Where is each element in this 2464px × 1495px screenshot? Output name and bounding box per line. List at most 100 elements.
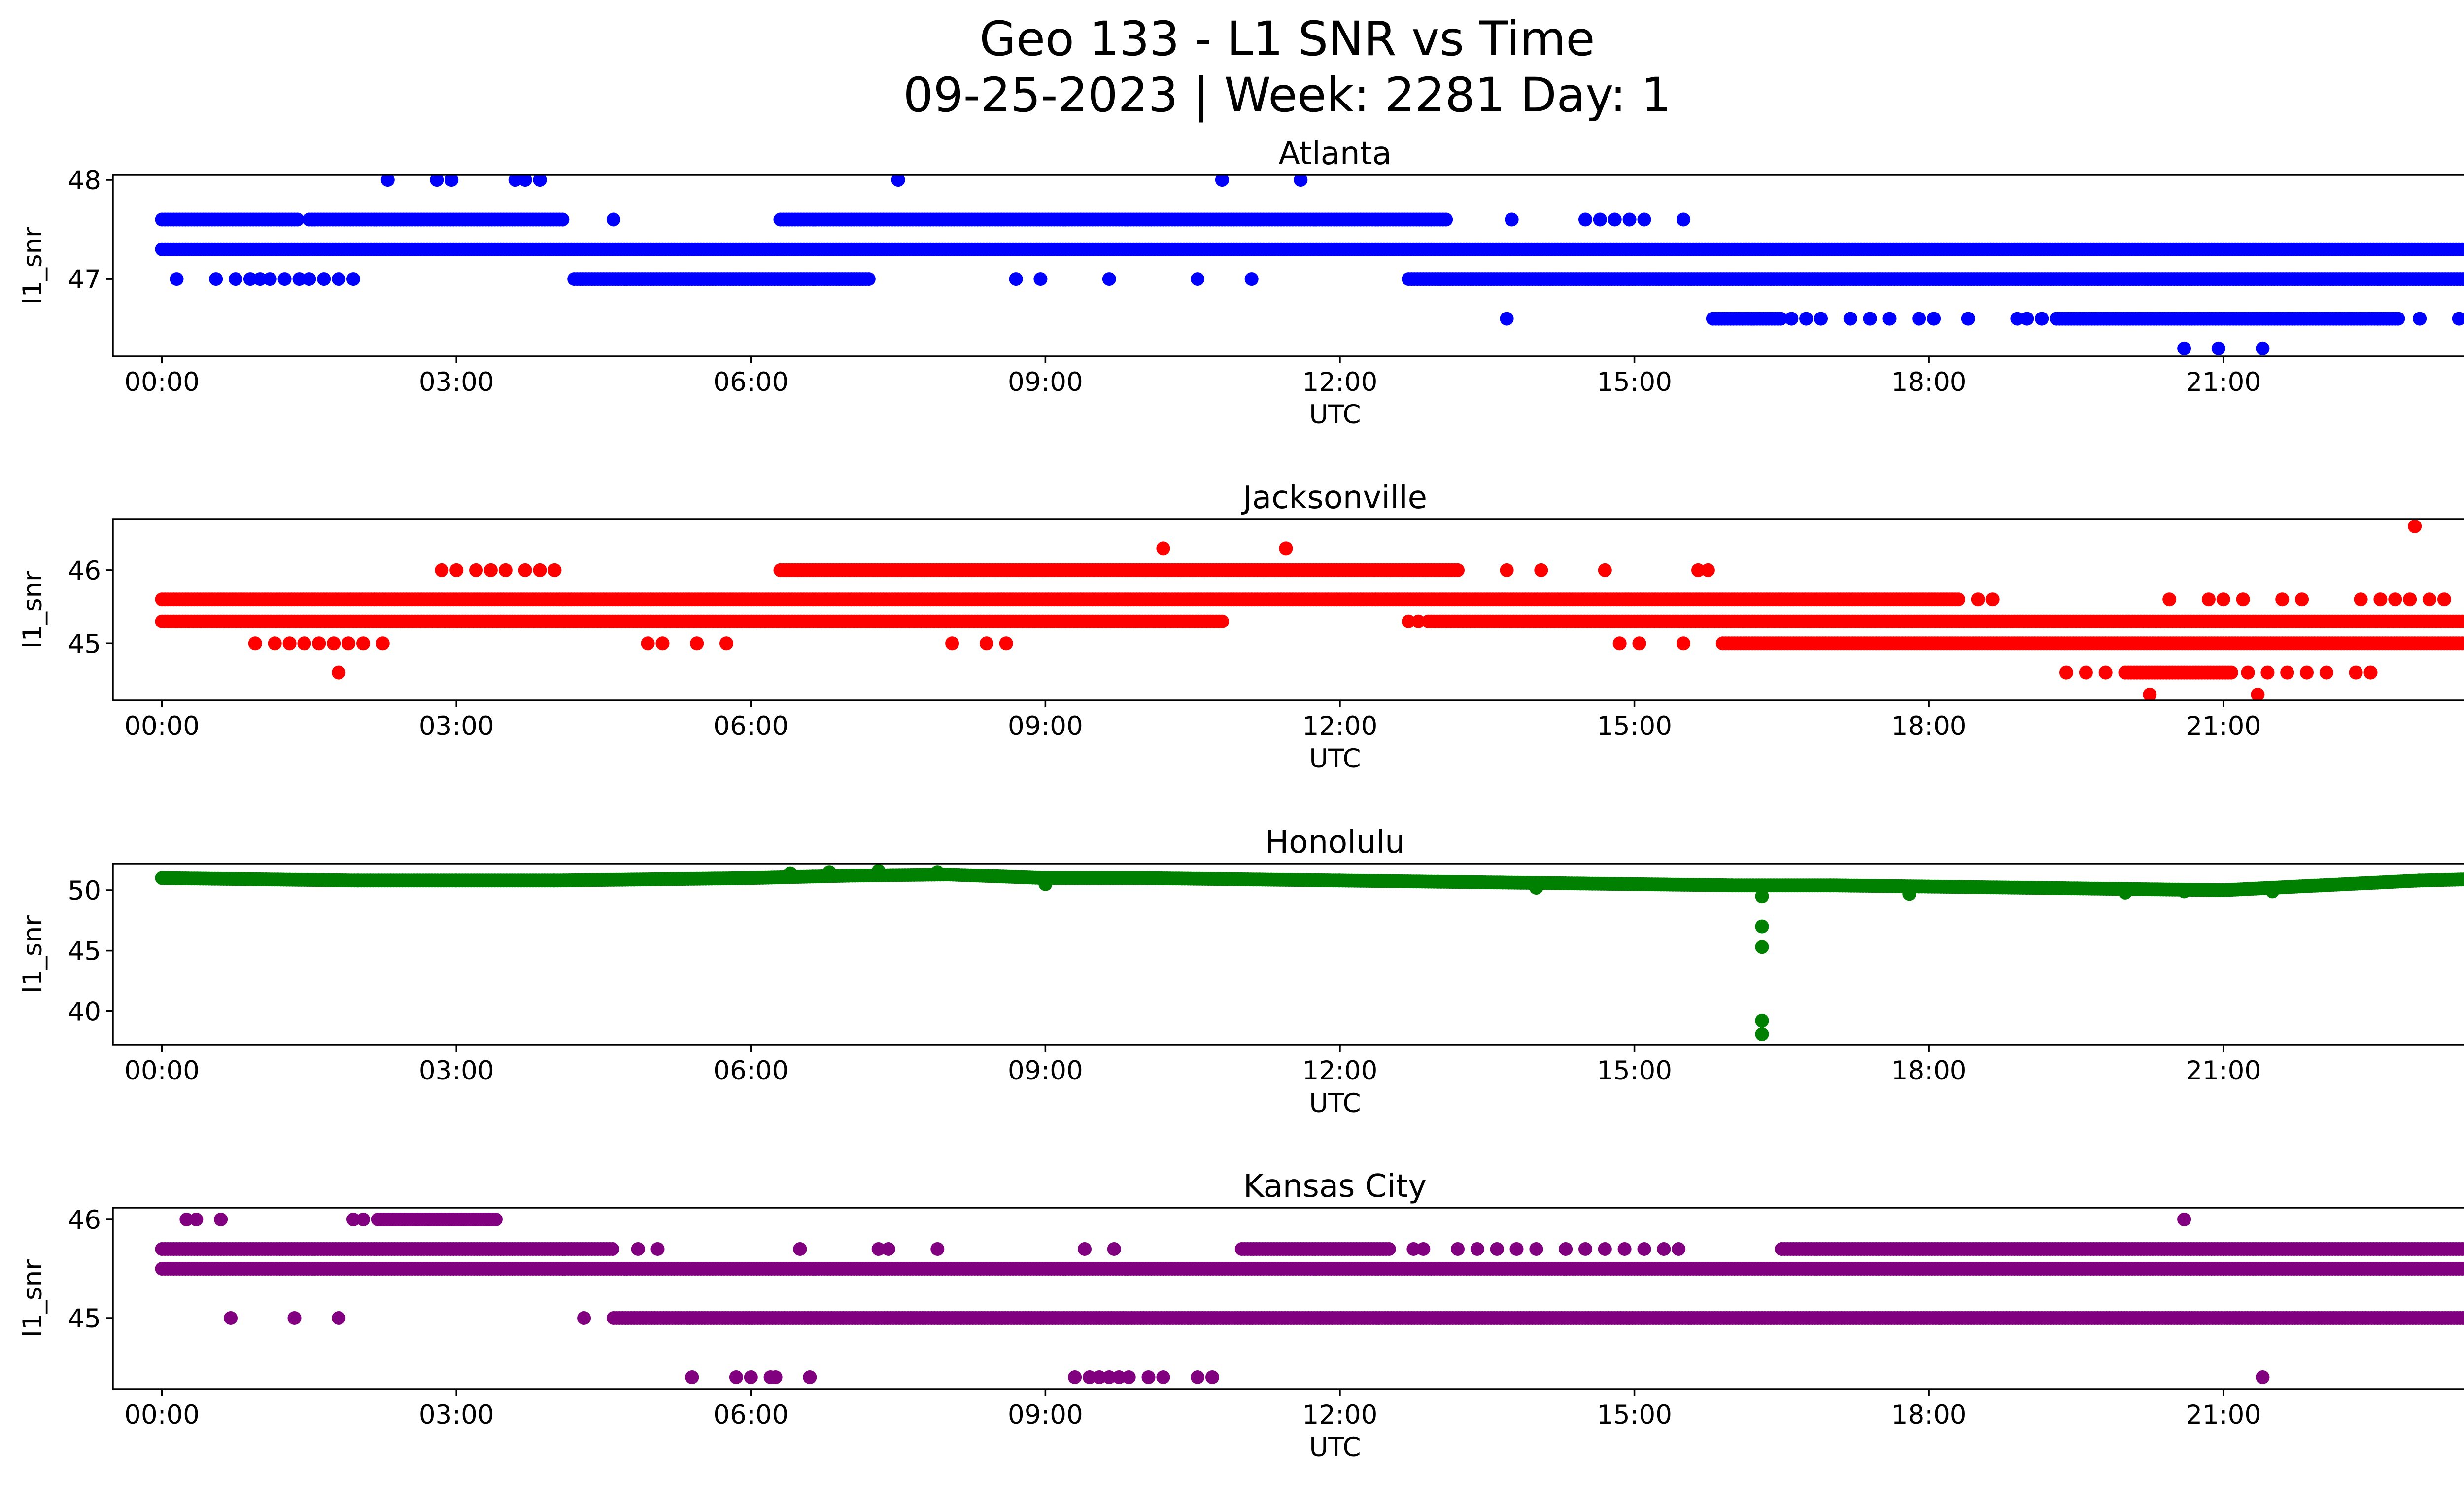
data-point: [2452, 312, 2464, 326]
subplot-title: Jacksonville: [1241, 480, 1427, 516]
data-point: [1598, 563, 1612, 577]
data-point: [1799, 312, 1814, 326]
data-point: [483, 563, 498, 577]
data-point: [2079, 665, 2093, 680]
data-point: [498, 563, 513, 577]
data-point: [2460, 873, 2464, 886]
data-point: [229, 272, 242, 286]
data-point: [332, 665, 346, 680]
data-point: [1691, 563, 1705, 577]
x-tick-label: 15:00: [1597, 1056, 1672, 1086]
data-point: [380, 175, 395, 187]
data-point: [1534, 563, 1548, 577]
y-tick-label: 46: [68, 556, 101, 586]
data-point: [332, 272, 346, 286]
data-point: [2256, 341, 2270, 355]
data-point: [2349, 665, 2363, 680]
data-point: [1505, 212, 1519, 227]
data-point: [1439, 212, 1453, 227]
data-point: [2177, 884, 2191, 899]
data-point: [1402, 614, 1416, 628]
data-point: [690, 636, 704, 651]
data-point: [822, 865, 837, 879]
x-tick-label: 18:00: [1891, 711, 1967, 741]
data-point: [871, 864, 886, 878]
x-tick-label: 15:00: [1597, 367, 1672, 397]
data-point: [277, 272, 292, 286]
data-point: [2280, 665, 2294, 680]
data-point: [2403, 592, 2417, 607]
data-point: [346, 272, 360, 286]
data-point: [1451, 563, 1465, 577]
data-point: [1637, 212, 1651, 227]
data-point: [2224, 665, 2238, 680]
data-point: [999, 636, 1013, 651]
data-point: [783, 866, 797, 880]
data-point: [2035, 312, 2049, 326]
data-point: [469, 563, 483, 577]
x-tick-label: 21:00: [2186, 711, 2261, 741]
data-point: [1985, 592, 2000, 607]
x-tick-label: 12:00: [1302, 367, 1378, 397]
data-point: [1279, 541, 1293, 556]
x-tick-label: 15:00: [1597, 711, 1672, 741]
y-axis-label: l1_snr: [18, 571, 48, 649]
data-point: [2461, 616, 2464, 627]
x-axis-label: UTC: [1309, 400, 1361, 430]
data-point: [518, 175, 532, 187]
data-point: [1215, 614, 1229, 628]
y-tick-label: 45: [68, 937, 101, 967]
data-point: [1033, 272, 1048, 286]
y-axis-label: l1_snr: [18, 227, 48, 305]
data-point: [2388, 592, 2402, 607]
data-point: [2059, 665, 2073, 680]
data-point: [518, 563, 532, 577]
data-point: [1411, 614, 1426, 628]
data-point: [268, 636, 282, 651]
scatter-points: [155, 519, 2464, 700]
data-point: [2143, 688, 2157, 700]
y-tick-label: 40: [68, 997, 101, 1027]
data-point: [891, 175, 905, 187]
data-point: [1215, 175, 1229, 187]
data-point: [655, 636, 670, 651]
data-point: [1612, 636, 1627, 651]
data-point: [1927, 312, 1941, 326]
data-point: [342, 636, 356, 651]
x-tick-label: 06:00: [713, 711, 788, 741]
data-point: [2216, 592, 2230, 607]
data-point: [376, 636, 390, 651]
figure-title-line-2: 09-25-2023 | Week: 2281 Day: 1: [903, 68, 1672, 123]
data-point: [1038, 877, 1053, 891]
data-point: [282, 636, 297, 651]
data-point: [548, 563, 562, 577]
data-point: [1009, 272, 1023, 286]
x-tick-label: 03:00: [419, 367, 494, 397]
x-tick-label: 18:00: [1891, 1056, 1967, 1086]
data-point: [1814, 312, 1828, 326]
data-point: [1863, 312, 1877, 326]
data-point: [2423, 592, 2436, 607]
x-tick-label: 12:00: [1302, 1056, 1378, 1086]
subplot-title: Atlanta: [1278, 136, 1392, 172]
x-tick-label: 09:00: [1008, 711, 1083, 741]
data-point: [641, 636, 655, 651]
data-point: [2461, 243, 2464, 255]
x-tick-label: 06:00: [713, 367, 788, 397]
data-point: [1902, 887, 1916, 901]
data-point: [449, 563, 464, 577]
data-point: [2408, 519, 2422, 533]
data-point: [312, 636, 326, 651]
subplot-title: Kansas City: [1243, 1168, 1427, 1205]
data-point: [2295, 592, 2309, 607]
data-point: [1755, 940, 1769, 954]
data-point: [1294, 175, 1308, 187]
y-tick-label: 48: [68, 166, 101, 196]
data-point: [861, 272, 876, 286]
data-point: [1882, 312, 1897, 326]
x-axis-label: UTC: [1309, 1088, 1361, 1118]
